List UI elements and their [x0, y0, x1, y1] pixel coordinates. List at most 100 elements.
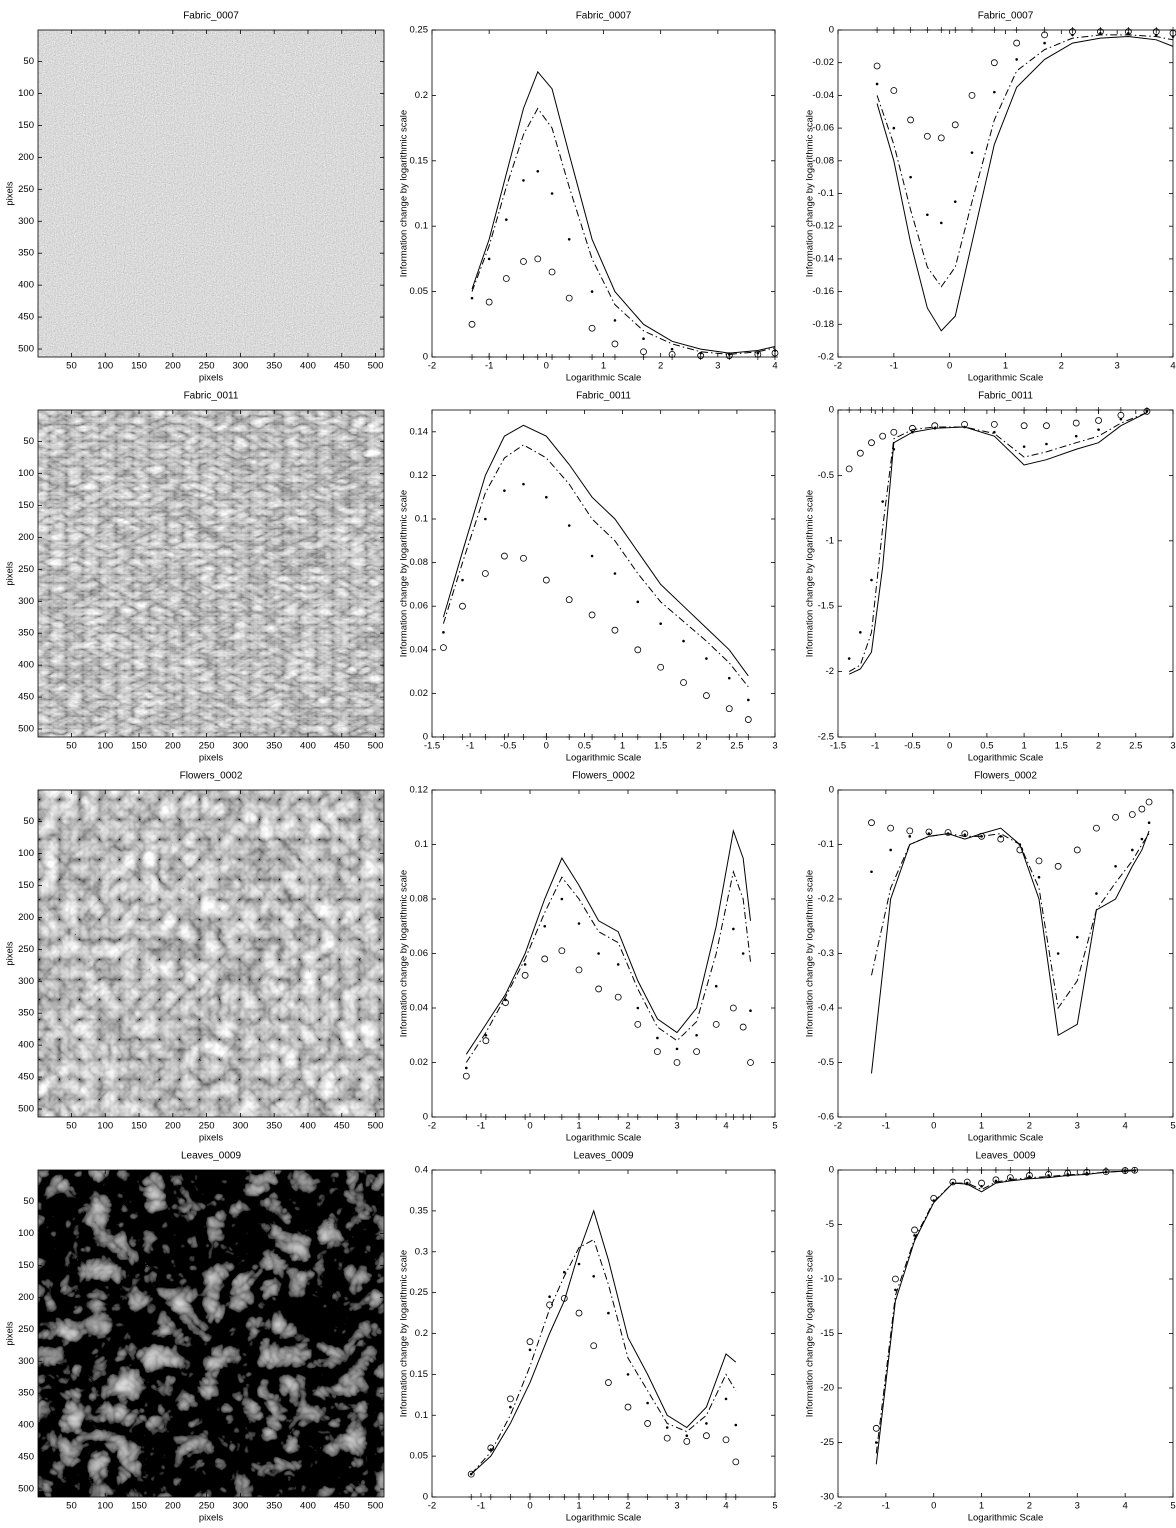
x-tick-label: -1 — [871, 741, 879, 752]
x-tick-label: 300 — [232, 361, 248, 372]
series-marker — [739, 1023, 747, 1031]
series-marker — [908, 835, 912, 838]
y-tick-label: -30 — [820, 1492, 834, 1503]
series-marker — [522, 482, 525, 486]
series-marker — [659, 622, 662, 625]
series-marker — [1013, 39, 1021, 47]
y-tick-label: 100 — [18, 848, 34, 859]
sample-marker — [909, 407, 916, 413]
series-marker — [680, 679, 687, 686]
series-marker — [845, 465, 853, 473]
y-tick-label: 350 — [18, 628, 34, 639]
sample-marker — [732, 1494, 739, 1500]
series-marker — [724, 1397, 728, 1401]
x-tick-label: 1 — [576, 1121, 581, 1132]
series-marker — [1018, 843, 1022, 846]
y-tick-label: 0.04 — [410, 1003, 429, 1014]
y-tick-label: 250 — [18, 944, 34, 955]
y-tick-label: -0.02 — [812, 57, 834, 68]
series-marker — [961, 420, 968, 428]
series-marker — [682, 639, 685, 643]
chart-title: Leaves_0009 — [181, 1151, 241, 1162]
y-tick-label: 0.3 — [415, 1246, 428, 1257]
y-tick-label: -2 — [826, 666, 834, 677]
series-marker — [874, 1441, 878, 1444]
y-tick-label: -1.5 — [818, 601, 834, 612]
series-marker — [526, 1338, 534, 1346]
series-line — [875, 1170, 1135, 1465]
x-tick-label: -1 — [477, 1501, 485, 1512]
y-tick-label: 350 — [18, 1388, 34, 1399]
series-marker — [626, 1373, 630, 1376]
y-tick-label: -2.5 — [818, 732, 834, 743]
sample-marker — [644, 1494, 651, 1500]
series-marker — [1099, 31, 1102, 35]
series-marker — [502, 999, 509, 1006]
series-line — [471, 107, 776, 355]
sample-marker — [634, 1114, 641, 1120]
x-tick-label: 5 — [1170, 1121, 1175, 1132]
x-tick-label: 2 — [696, 741, 701, 752]
x-tick-label: 3 — [1170, 741, 1175, 752]
y-tick-label: 50 — [23, 436, 34, 447]
series-marker — [879, 432, 887, 440]
series-marker — [1131, 848, 1134, 852]
series-line — [875, 1170, 1135, 1454]
x-axis-label: pixels — [199, 1513, 224, 1524]
y-tick-label: 50 — [23, 816, 34, 827]
sample-marker — [674, 1114, 680, 1120]
series-marker — [909, 424, 916, 432]
sample-marker — [964, 1167, 971, 1173]
series-marker — [548, 1295, 551, 1299]
y-tick-label: 200 — [18, 532, 34, 543]
y-tick-label: 200 — [18, 152, 34, 163]
series-marker — [963, 833, 967, 836]
series-marker — [1074, 434, 1078, 438]
series-marker — [1069, 28, 1076, 36]
series-marker — [747, 698, 750, 702]
x-tick-label: 5 — [772, 1121, 777, 1132]
series-marker — [565, 294, 573, 302]
sample-marker — [534, 354, 541, 360]
x-tick-label: 100 — [97, 1121, 113, 1132]
series-marker — [565, 596, 573, 604]
series-marker — [994, 1179, 998, 1183]
y-tick-label: 100 — [18, 468, 34, 479]
sample-marker — [890, 407, 897, 413]
y-tick-label: -0.06 — [812, 123, 834, 134]
series-marker — [467, 1470, 475, 1478]
sample-marker — [605, 1494, 612, 1500]
x-tick-label: 3 — [1115, 361, 1120, 372]
series-marker — [725, 705, 733, 713]
texture-image — [38, 1170, 384, 1497]
series-marker — [1083, 1168, 1091, 1176]
x-axis-label: Logarithmic Scale — [968, 753, 1044, 764]
texture-image — [38, 790, 384, 1117]
y-tick-label: 0.1 — [415, 839, 428, 850]
sample-marker — [991, 407, 998, 413]
x-tick-label: 200 — [165, 741, 181, 752]
series-marker — [487, 1444, 495, 1452]
series-marker — [1043, 422, 1050, 430]
x-tick-label: 400 — [300, 741, 316, 752]
series-marker — [1095, 892, 1098, 895]
series-marker — [1085, 1171, 1089, 1175]
series-marker — [749, 1009, 752, 1013]
x-tick-label: 5 — [1170, 1501, 1175, 1512]
y-tick-label: -0.2 — [818, 352, 834, 363]
series-marker — [636, 600, 640, 604]
texture-image — [38, 410, 384, 737]
series-marker — [685, 1434, 689, 1437]
y-tick-label: 0.1 — [415, 514, 428, 525]
x-axis-label: pixels — [199, 373, 224, 384]
y-tick-label: -0.4 — [818, 1003, 834, 1014]
chart-title: Leaves_0009 — [975, 1151, 1035, 1162]
series-marker — [1045, 442, 1048, 446]
series-marker — [461, 578, 464, 582]
x-axis-label: Logarithmic Scale — [968, 1513, 1044, 1524]
series-marker — [892, 447, 896, 451]
x-tick-label: 3 — [1075, 1121, 1080, 1132]
chart-title: Fabric_0007 — [978, 11, 1034, 22]
sample-marker — [703, 734, 710, 740]
series-marker — [697, 352, 705, 360]
